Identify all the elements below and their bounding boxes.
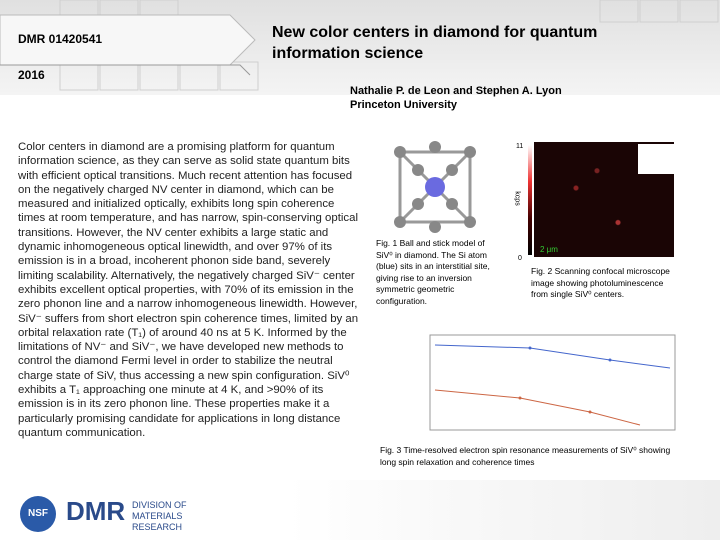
figure-1-caption: Fig. 1 Ball and stick model of SiV⁰ in d…: [376, 238, 490, 306]
figure-2-caption: Fig. 2 Scanning confocal microscope imag…: [531, 266, 670, 299]
figure-3-caption: Fig. 3 Time-resolved electron spin reson…: [380, 445, 671, 467]
scale-min: 0: [518, 255, 522, 262]
figure-1-image: [394, 141, 476, 233]
header-pattern: [0, 0, 719, 91]
scale-unit: kcps: [513, 191, 521, 206]
nsf-logo: NSF: [20, 496, 56, 532]
year: 2016: [18, 68, 45, 82]
award: DMR 01420541: [18, 32, 103, 46]
dmr-logo: DMR: [66, 496, 126, 526]
affiliation: Princeton University: [350, 99, 457, 111]
footer-line: [0, 480, 720, 540]
body-text: Color centers in diamond are a promising…: [18, 141, 359, 439]
division: DIVISION OF MATERIALS RESEARCH: [132, 500, 187, 532]
scale-max: 11: [516, 143, 524, 150]
title: New color centers in diamond for quantum…: [272, 24, 598, 62]
figure-3-plot: [429, 334, 676, 431]
scale-bar: 2 μm: [540, 245, 558, 254]
inset-plot: [638, 144, 674, 174]
authors: Nathalie P. de Leon and Stephen A. Lyon: [350, 85, 562, 97]
colorbar: [528, 145, 532, 255]
